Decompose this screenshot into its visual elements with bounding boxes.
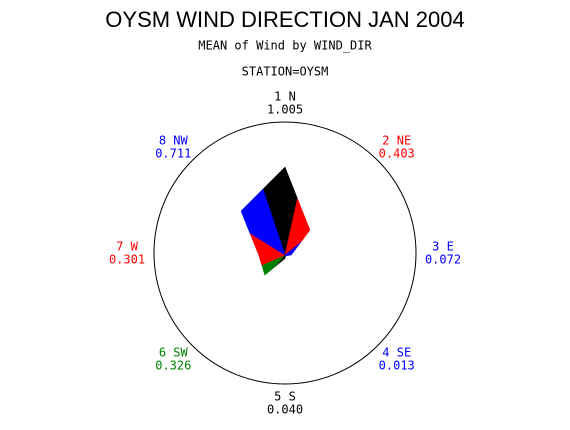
value-label: 0.040 (267, 403, 303, 417)
direction-label: 4 SE (382, 346, 411, 360)
value-label: 1.005 (267, 102, 303, 116)
direction-label: 7 W (116, 240, 138, 254)
value-label: 0.326 (155, 359, 191, 373)
value-label: 0.072 (425, 253, 461, 267)
value-label: 0.013 (379, 359, 415, 373)
direction-label: 3 E (432, 240, 454, 254)
chart-subtitle: MEAN of Wind by WIND_DIR (198, 39, 372, 53)
direction-label: 2 NE (382, 133, 411, 147)
outer-circle (153, 121, 417, 385)
direction-label: 8 NW (159, 133, 189, 147)
value-label: 0.403 (379, 146, 415, 160)
wedge (240, 188, 286, 256)
group-label: STATION=OYSM (242, 65, 329, 79)
direction-label: 6 SW (159, 346, 189, 360)
direction-label: 5 S (274, 390, 296, 404)
direction-label: 1 N (274, 89, 296, 103)
value-label: 0.711 (155, 146, 191, 160)
value-label: 0.301 (109, 253, 145, 267)
chart-title: OYSM WIND DIRECTION JAN 2004 (105, 7, 464, 32)
